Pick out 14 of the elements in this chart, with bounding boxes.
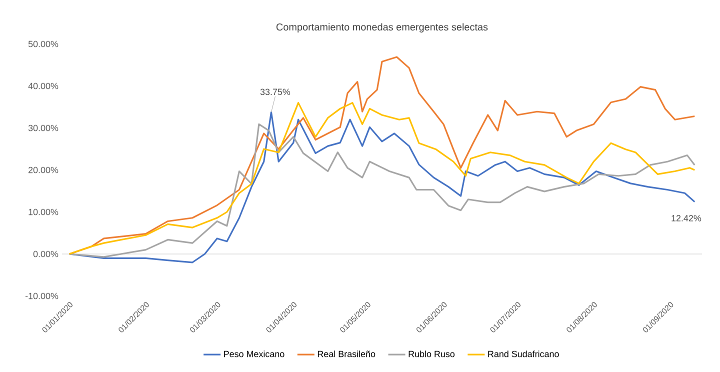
legend-label: Rand Sudafricano [488, 350, 559, 358]
y-tick-label: 20.00% [28, 166, 58, 174]
legend-label: Real Brasileño [318, 350, 376, 358]
y-tick-label: 0.00% [33, 250, 58, 258]
annotation: 33.75% [260, 88, 290, 96]
y-tick-label: 50.00% [28, 40, 58, 48]
y-tick-label: 40.00% [28, 82, 58, 90]
y-tick-label: 10.00% [28, 208, 58, 216]
chart-title: Comportamiento monedas emergentes selectas [276, 23, 488, 32]
annotation: 12.42% [672, 215, 702, 222]
legend-label: Peso Mexicano [224, 350, 284, 358]
legend-label: Rublo Ruso [408, 350, 455, 358]
y-tick-label: 30.00% [28, 124, 58, 132]
y-tick-label: -10.00% [25, 292, 58, 300]
